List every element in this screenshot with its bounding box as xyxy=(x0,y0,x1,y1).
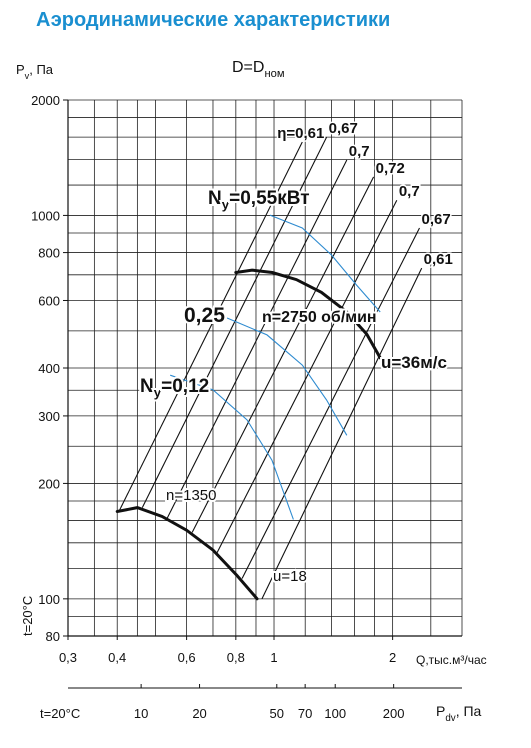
x2-tick-label: 200 xyxy=(383,706,405,721)
power-label-main: N xyxy=(140,376,154,397)
efficiency-label: 0,72 xyxy=(376,160,405,177)
y-tick-label: 800 xyxy=(38,246,60,261)
efficiency-line xyxy=(166,159,348,519)
fan-curve xyxy=(234,268,382,360)
efficiency-label: 0,67 xyxy=(329,120,358,137)
efficiency-line xyxy=(241,227,420,579)
y-tick-label: 600 xyxy=(38,293,60,308)
speed-label: n=1350 xyxy=(166,487,216,504)
subtitle-sub: ном xyxy=(264,68,284,80)
x-axis-label: Q,тыс.м³/час xyxy=(416,653,487,667)
x-tick-label: 0,6 xyxy=(178,650,196,665)
y-axis-label: Pv, Па xyxy=(16,62,54,81)
power-label-sub: y xyxy=(222,197,230,212)
efficiency-label: 0,7 xyxy=(399,183,420,200)
y-tick-label: 1000 xyxy=(31,208,60,223)
y-tick-label: 400 xyxy=(38,361,60,376)
power-label-rest: =0,55кВт xyxy=(229,188,309,209)
efficiency-label: 0,67 xyxy=(421,211,450,228)
y-tick-label: 300 xyxy=(38,409,60,424)
power-label-sub: y xyxy=(154,385,162,400)
x2-axis-label-rest: , Па xyxy=(456,703,482,719)
efficiency-label: 0,7 xyxy=(349,143,370,160)
x2-axis-label-sub: dv xyxy=(445,713,455,724)
efficiency-label: η=0,61 xyxy=(277,125,324,142)
power-curve xyxy=(269,214,381,313)
chart-title: Аэродинамические характеристики xyxy=(36,9,390,31)
efficiency-line xyxy=(261,267,423,600)
subtitle: D=Dном xyxy=(232,59,285,80)
x2-tick-label: 70 xyxy=(298,706,312,721)
y-axis-label-sub: v xyxy=(25,71,30,81)
efficiency-line xyxy=(191,176,375,533)
power-curve xyxy=(226,317,348,436)
x2-axis-label: Pdv, Па xyxy=(436,703,482,724)
power-curve xyxy=(170,374,294,520)
efficiency-line xyxy=(141,136,328,508)
y-tick-label: 80 xyxy=(46,629,60,644)
y-axis-label-main: P xyxy=(16,62,25,77)
fan-curve xyxy=(115,506,259,601)
y-tick-label: 2000 xyxy=(31,93,60,108)
x2-tick-label: 100 xyxy=(324,706,346,721)
y-tick-label: 100 xyxy=(38,592,60,607)
power-label: 0,25 xyxy=(184,304,225,327)
x-tick-label: 2 xyxy=(389,650,396,665)
x2-axis-label-main: P xyxy=(436,703,445,719)
efficiency-line xyxy=(118,141,303,511)
x2-tick-label: 10 xyxy=(134,706,148,721)
temperature-note: t=20°C xyxy=(40,706,80,721)
x-tick-label: 0,4 xyxy=(108,650,126,665)
speed-label: n=2750 об/мин xyxy=(262,309,377,326)
y-axis-label-rest: , Па xyxy=(29,62,54,77)
x-tick-label: 0,8 xyxy=(227,650,245,665)
x2-tick-label: 50 xyxy=(270,706,284,721)
power-label-main: N xyxy=(208,188,222,209)
tip-speed-label: u=36м/с xyxy=(381,353,447,372)
efficiency-line xyxy=(216,199,398,553)
y-tick-label: 200 xyxy=(38,476,60,491)
power-label: Ny=0,12 xyxy=(140,376,209,400)
x-tick-label: 0,3 xyxy=(59,650,77,665)
power-label: Ny=0,55кВт xyxy=(208,188,310,212)
temperature-note: t=20°C xyxy=(20,596,35,636)
x2-tick-label: 20 xyxy=(192,706,206,721)
tip-speed-label: u=18 xyxy=(273,568,307,585)
subtitle-main: D=D xyxy=(232,59,264,76)
power-label-main: 0,25 xyxy=(184,304,225,327)
power-label-rest: =0,12 xyxy=(161,376,209,397)
x-tick-label: 1 xyxy=(270,650,277,665)
efficiency-label: 0,61 xyxy=(424,251,453,268)
